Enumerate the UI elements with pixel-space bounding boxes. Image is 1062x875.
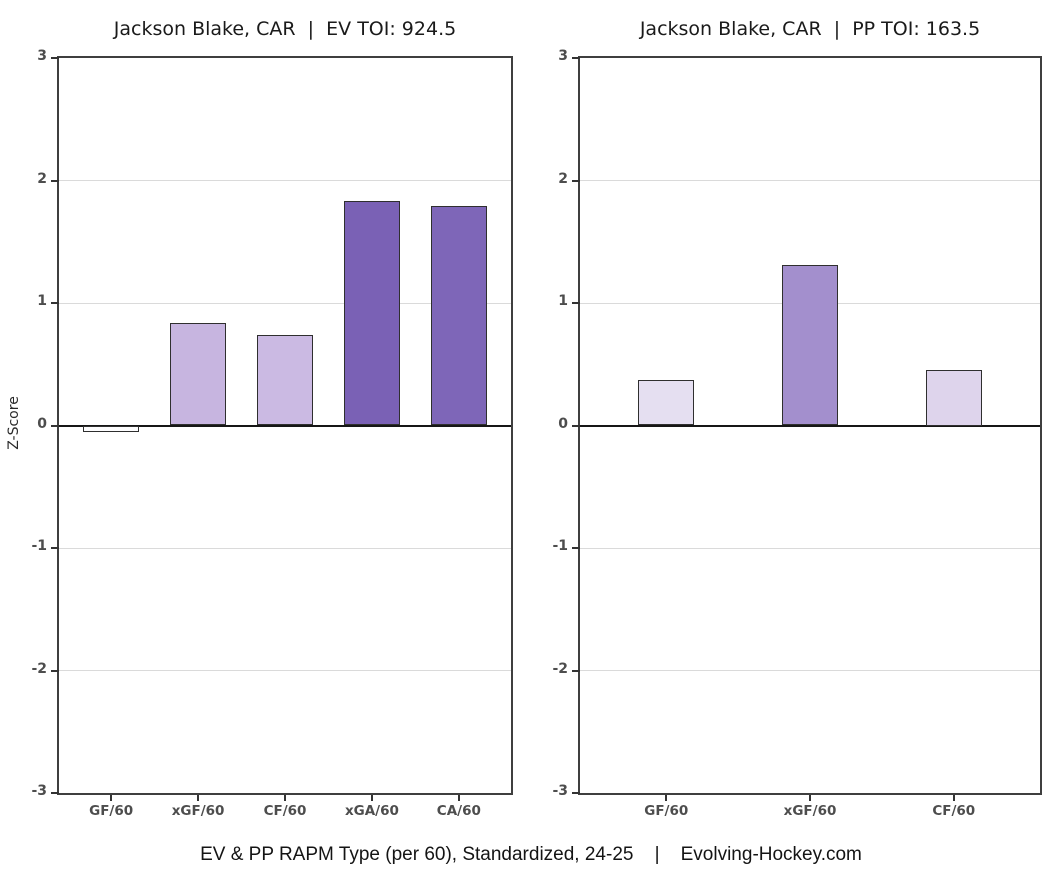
y-tick xyxy=(51,792,59,794)
bar-gf-60 xyxy=(83,425,140,432)
gridline xyxy=(59,670,511,671)
pp-chart-title: Jackson Blake, CAR | PP TOI: 163.5 xyxy=(639,18,981,40)
bar-xgf-60 xyxy=(170,322,227,426)
gridline xyxy=(580,670,1040,671)
y-tick-label: -2 xyxy=(552,660,568,677)
ev-chart-title: Jackson Blake, CAR | EV TOI: 924.5 xyxy=(113,18,457,40)
gridline xyxy=(580,180,1040,181)
x-tick xyxy=(284,795,286,801)
x-tick xyxy=(457,795,460,801)
bar-ca-60 xyxy=(430,206,487,426)
y-tick xyxy=(572,547,580,549)
bar-xga-60 xyxy=(343,201,400,426)
y-tick-label: -3 xyxy=(31,783,47,799)
y-tick-label: 0 xyxy=(37,415,47,432)
y-tick-label: -1 xyxy=(552,538,568,554)
y-tick xyxy=(572,424,580,427)
y-tick-label: -2 xyxy=(31,660,47,677)
chart-caption: EV & PP RAPM Type (per 60), Standardized… xyxy=(200,844,862,865)
bar-gf-60 xyxy=(638,380,695,426)
y-tick xyxy=(572,669,580,672)
x-tick-label: CF/60 xyxy=(263,803,307,819)
y-tick-label: 3 xyxy=(558,48,568,64)
y-tick xyxy=(51,424,59,427)
y-tick xyxy=(51,179,59,182)
y-tick xyxy=(572,302,580,304)
y-tick-label: 3 xyxy=(37,48,47,64)
ev-plot-area xyxy=(57,56,513,795)
y-tick-label: 2 xyxy=(37,170,47,187)
zero-line xyxy=(59,424,511,427)
zero-line xyxy=(580,424,1040,427)
y-tick-label: -3 xyxy=(552,783,568,799)
x-tick xyxy=(809,795,811,801)
y-tick xyxy=(51,302,59,304)
y-tick xyxy=(572,792,580,794)
x-tick-label: xGA/60 xyxy=(344,803,399,819)
x-tick xyxy=(110,795,113,801)
y-tick-label: 1 xyxy=(558,293,568,309)
x-tick xyxy=(197,795,200,801)
pp-plot-area xyxy=(578,56,1042,795)
x-tick xyxy=(952,795,955,801)
x-tick-label: GF/60 xyxy=(89,803,134,819)
gridline xyxy=(580,547,1040,549)
y-tick-label: -1 xyxy=(31,538,47,554)
bar-cf-60 xyxy=(257,334,313,426)
gridline xyxy=(59,180,511,181)
y-tick xyxy=(572,57,580,59)
x-tick-label: xGF/60 xyxy=(783,803,837,819)
x-tick-label: xGF/60 xyxy=(171,803,225,819)
y-tick xyxy=(51,547,59,549)
x-tick xyxy=(665,795,668,801)
x-tick xyxy=(370,795,373,801)
bar-xgf-60 xyxy=(782,265,838,426)
y-tick-label: 0 xyxy=(558,415,568,432)
y-tick-label: 1 xyxy=(37,293,47,309)
y-tick xyxy=(572,179,580,182)
y-tick xyxy=(51,669,59,672)
y-tick-label: 2 xyxy=(558,170,568,187)
gridline xyxy=(59,547,511,549)
gridline xyxy=(59,302,511,304)
y-tick xyxy=(51,57,59,59)
x-tick-label: CF/60 xyxy=(932,803,976,819)
bar-cf-60 xyxy=(925,370,982,426)
x-tick-label: GF/60 xyxy=(644,803,689,819)
x-tick-label: CA/60 xyxy=(436,803,481,819)
